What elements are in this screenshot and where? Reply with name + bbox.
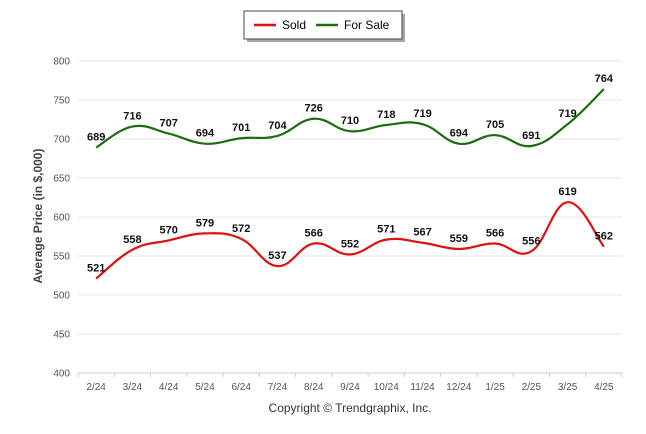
data-label-sold: 570 (159, 224, 177, 236)
y-tick-label: 600 (53, 213, 70, 224)
x-tick-label: 1/25 (485, 382, 505, 393)
data-label-for-sale: 689 (87, 132, 105, 144)
data-label-for-sale: 705 (486, 119, 504, 131)
data-label-for-sale: 718 (377, 109, 395, 121)
legend: Sold For Sale (243, 10, 405, 42)
data-label-for-sale: 764 (595, 73, 614, 85)
data-label-sold: 552 (341, 238, 359, 250)
x-tick-label: 3/24 (123, 382, 143, 393)
x-tick-label: 4/24 (159, 382, 179, 393)
y-axis-title: Average Price (in $,000) (31, 149, 45, 284)
copyright-credit: Copyright © Trendgraphix, Inc. (269, 401, 432, 415)
x-tick-label: 7/24 (268, 382, 288, 393)
x-tick-label: 3/25 (558, 382, 578, 393)
y-tick-label: 500 (53, 291, 70, 302)
data-label-sold: 566 (305, 228, 323, 240)
axes: 400 450 500 550 600 650 700 750 800 2/24 3/24 4/24 5… (53, 57, 623, 393)
x-tick-label: 11/24 (410, 382, 435, 393)
data-label-for-sale: 704 (268, 120, 287, 132)
y-tick-label: 450 (53, 330, 70, 341)
data-label-sold: 537 (268, 250, 286, 262)
x-tick-label: 6/24 (231, 382, 251, 393)
data-labels: 521 558 570 579 572 537 566 552 571 567 559 566 556 6… (87, 73, 614, 275)
x-tick-label: 9/24 (340, 382, 360, 393)
data-label-for-sale: 710 (341, 115, 359, 127)
y-tick-label: 650 (53, 174, 70, 185)
x-tick-label: 4/25 (594, 382, 614, 393)
data-label-sold: 558 (123, 234, 141, 246)
series-line-for-sale (95, 88, 605, 149)
data-label-sold: 566 (486, 228, 504, 240)
y-tick-label: 550 (53, 252, 70, 263)
series-lines (95, 88, 605, 280)
data-label-sold: 619 (558, 186, 576, 198)
y-tick-label: 700 (53, 135, 70, 146)
data-label-sold: 559 (450, 233, 468, 245)
data-label-sold: 572 (232, 223, 250, 235)
data-label-for-sale: 707 (159, 118, 177, 130)
data-label-sold: 556 (522, 235, 540, 247)
x-tick-label: 8/24 (304, 382, 324, 393)
x-tick-label: 2/25 (522, 382, 542, 393)
data-label-for-sale: 694 (196, 128, 215, 140)
grid-lines (78, 60, 622, 374)
data-label-sold: 521 (87, 263, 105, 275)
y-tick-label: 800 (53, 57, 70, 68)
series-line-sold (95, 201, 605, 280)
data-label-for-sale: 716 (123, 111, 141, 123)
legend-label-sold: Sold (282, 18, 306, 32)
data-label-sold: 562 (595, 231, 613, 243)
data-label-for-sale: 719 (413, 108, 431, 120)
x-tick-label: 5/24 (195, 382, 215, 393)
data-label-for-sale: 701 (232, 122, 250, 134)
y-tick-label: 400 (53, 369, 70, 380)
x-tick-label: 10/24 (374, 382, 399, 393)
data-label-for-sale: 691 (522, 130, 540, 142)
data-label-for-sale: 694 (450, 128, 469, 140)
data-label-for-sale: 719 (558, 108, 576, 120)
x-tick-label: 2/24 (86, 382, 106, 393)
data-label-for-sale: 726 (305, 103, 323, 115)
legend-label-for-sale: For Sale (344, 18, 390, 32)
data-label-sold: 579 (196, 217, 214, 229)
x-tick-label: 12/24 (446, 382, 471, 393)
y-tick-label: 750 (53, 96, 70, 107)
data-label-sold: 571 (377, 224, 395, 236)
data-label-sold: 567 (413, 227, 431, 239)
